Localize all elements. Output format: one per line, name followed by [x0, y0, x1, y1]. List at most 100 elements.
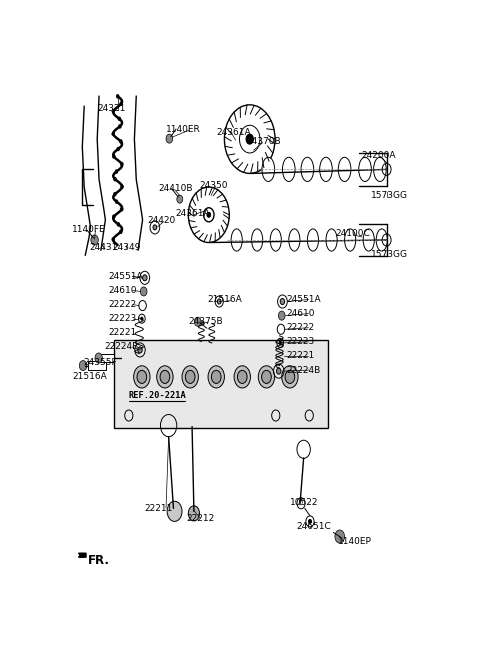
Text: 22221: 22221 [108, 328, 137, 337]
Circle shape [133, 365, 150, 388]
Text: FR.: FR. [88, 553, 110, 567]
Circle shape [207, 212, 211, 217]
Text: 24349: 24349 [112, 243, 141, 252]
Text: 1140FE: 1140FE [72, 225, 106, 234]
Circle shape [140, 287, 147, 296]
Text: 24361A: 24361A [175, 209, 210, 218]
Text: 22223: 22223 [286, 337, 314, 346]
Circle shape [208, 365, 225, 388]
Polygon shape [79, 553, 86, 557]
Text: 24350: 24350 [200, 181, 228, 190]
Circle shape [217, 299, 221, 304]
Ellipse shape [359, 157, 372, 181]
Circle shape [120, 102, 123, 106]
Ellipse shape [363, 229, 374, 251]
Circle shape [153, 225, 157, 230]
Circle shape [280, 299, 285, 305]
Circle shape [258, 365, 275, 388]
Circle shape [285, 370, 295, 383]
Ellipse shape [289, 229, 300, 251]
Circle shape [141, 317, 143, 320]
Circle shape [262, 370, 271, 383]
Text: 24361A: 24361A [216, 128, 251, 137]
Text: 24551A: 24551A [286, 295, 321, 304]
Text: 22222: 22222 [108, 300, 136, 309]
Circle shape [116, 94, 119, 98]
Text: 24321: 24321 [97, 104, 126, 113]
Text: 22222: 22222 [286, 324, 314, 332]
Ellipse shape [301, 157, 314, 181]
Circle shape [282, 365, 298, 388]
Circle shape [137, 370, 147, 383]
Bar [88, 361, 106, 370]
Circle shape [309, 519, 312, 523]
Ellipse shape [320, 157, 332, 181]
Circle shape [95, 353, 102, 363]
Text: 24375B: 24375B [188, 317, 223, 326]
Text: 1140EP: 1140EP [338, 537, 372, 546]
Circle shape [160, 370, 170, 383]
Text: 22224B: 22224B [104, 343, 138, 352]
Text: REF.20-221A: REF.20-221A [129, 391, 187, 400]
Ellipse shape [282, 157, 295, 181]
Circle shape [119, 230, 122, 234]
FancyBboxPatch shape [114, 340, 328, 428]
Circle shape [113, 177, 117, 181]
Circle shape [112, 215, 115, 219]
Text: 10522: 10522 [290, 498, 318, 507]
Circle shape [177, 195, 183, 203]
Circle shape [194, 317, 201, 326]
Circle shape [156, 365, 173, 388]
Circle shape [246, 134, 253, 144]
Circle shape [234, 365, 251, 388]
Text: 24651C: 24651C [296, 522, 331, 531]
Circle shape [167, 501, 182, 521]
Text: 24355F: 24355F [83, 358, 117, 367]
Ellipse shape [270, 229, 281, 251]
Ellipse shape [338, 157, 351, 181]
Text: 24610: 24610 [108, 286, 137, 295]
Ellipse shape [262, 157, 275, 181]
Circle shape [112, 132, 115, 136]
Text: 24410B: 24410B [158, 184, 193, 193]
Circle shape [138, 347, 142, 353]
Circle shape [335, 530, 345, 543]
Circle shape [118, 117, 121, 121]
Ellipse shape [376, 229, 387, 251]
Circle shape [91, 235, 98, 245]
Text: 22211: 22211 [145, 504, 173, 513]
Circle shape [119, 124, 121, 128]
Text: 24100C: 24100C [335, 229, 370, 238]
Text: 24431: 24431 [89, 243, 118, 252]
Circle shape [112, 155, 115, 159]
Circle shape [120, 162, 123, 166]
Ellipse shape [252, 229, 263, 251]
Text: 22223: 22223 [108, 314, 137, 323]
Circle shape [120, 207, 123, 212]
Text: 1573GG: 1573GG [371, 191, 408, 200]
Circle shape [143, 275, 147, 281]
Circle shape [120, 140, 122, 143]
Circle shape [182, 365, 198, 388]
Text: 1140ER: 1140ER [166, 124, 201, 134]
Ellipse shape [373, 157, 386, 181]
Circle shape [276, 368, 281, 374]
Text: 24551A: 24551A [108, 272, 143, 281]
Circle shape [238, 370, 247, 383]
Text: 22212: 22212 [186, 514, 215, 523]
Circle shape [188, 506, 200, 521]
Circle shape [117, 147, 120, 151]
Circle shape [278, 311, 285, 320]
Text: 24420: 24420 [147, 216, 176, 225]
Circle shape [166, 134, 173, 143]
Circle shape [211, 370, 221, 383]
Ellipse shape [231, 229, 242, 251]
Circle shape [279, 341, 281, 345]
Circle shape [115, 170, 118, 174]
Text: 24610: 24610 [286, 309, 315, 318]
Circle shape [113, 192, 116, 196]
Text: 21516A: 21516A [207, 295, 242, 304]
Text: 22224B: 22224B [286, 365, 321, 375]
Ellipse shape [326, 229, 337, 251]
Text: 1573GG: 1573GG [371, 250, 408, 259]
